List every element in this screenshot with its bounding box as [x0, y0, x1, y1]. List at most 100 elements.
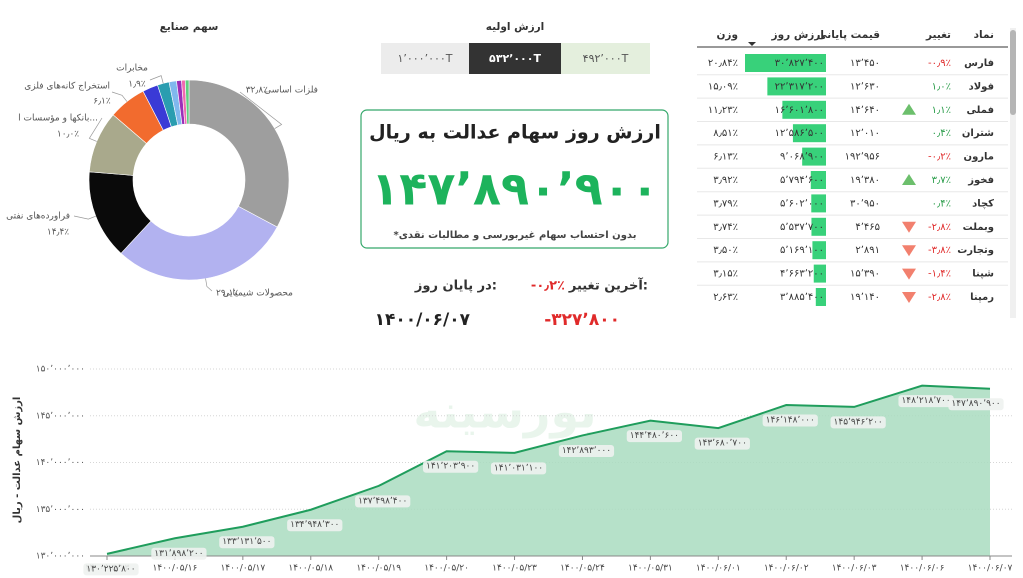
price: ۱۹۲٬۹۵۶ — [845, 152, 880, 163]
value-option[interactable] — [381, 43, 469, 74]
price: ۱۹٬۱۴۰ — [850, 292, 880, 303]
value-option[interactable] — [469, 43, 561, 74]
price: ۳۰٬۹۵۰ — [850, 198, 880, 209]
change: ۱٫۱٪ — [932, 105, 951, 116]
change: ۳٫۷٪ — [932, 175, 951, 186]
leader-line — [239, 91, 283, 129]
pie-slice — [120, 205, 278, 281]
x-tick-label: ۱۴۰۰/۰۵/۲۴ — [560, 564, 605, 574]
scrollbar-track[interactable] — [1010, 28, 1016, 318]
value-option-label[interactable]: ۱٬۰۰۰٬۰۰۰T — [397, 52, 452, 65]
down-arrow — [902, 268, 916, 280]
weight: ۳٫۵۰٪ — [713, 245, 738, 256]
data-label-bg — [694, 437, 750, 450]
data-label: ۱۴۸٬۲۱۸٬۷۰۰ — [901, 396, 950, 406]
down-arrow — [902, 292, 916, 303]
change: ۰٫۴٪ — [932, 128, 951, 139]
weight: ۳٫۱۵٪ — [713, 269, 738, 280]
x-tick-label: ۱۴۰۰/۰۵/۱۹ — [356, 564, 401, 574]
day-value: ۳۰٬۸۲۷٬۴۰۰ — [775, 58, 824, 69]
price: ۱۴٬۶۴۰ — [850, 105, 880, 116]
weight: ۲۰٫۸۴٪ — [708, 58, 738, 69]
y-tick-label: ۱۴۰٬۰۰۰٬۰۰۰ — [36, 458, 85, 468]
y-tick-label: ۱۳۵٬۰۰۰٬۰۰۰ — [36, 505, 85, 515]
data-label: ۱۳۴٬۹۴۸٬۳۰۰ — [290, 520, 339, 530]
data-label-bg — [422, 460, 479, 473]
change: ۰٫۴٪ — [932, 198, 951, 209]
weight: ۳٫۷۹٪ — [713, 198, 738, 209]
change: -۰٫۹٪ — [928, 58, 951, 69]
y-tick-label: ۱۴۵٬۰۰۰٬۰۰۰ — [36, 411, 85, 421]
value-bar — [745, 54, 826, 72]
value-bar — [813, 264, 826, 283]
y-tick-label: ۱۵۰٬۰۰۰٬۰۰۰ — [36, 365, 85, 375]
value-bar — [815, 288, 826, 306]
leader-line — [88, 117, 103, 142]
value-option-label[interactable]: ۵۳۲٬۰۰۰T — [489, 52, 541, 65]
day-value: ۴٬۶۶۳٬۲۰۰ — [780, 269, 824, 280]
pie-slice — [188, 79, 290, 228]
pie-value-label: ۱٫۹٪ — [128, 80, 146, 90]
data-label-bg — [558, 444, 615, 457]
area-fill — [107, 385, 990, 556]
weight: ۱۵٫۰۹٪ — [708, 81, 738, 92]
pie-label: مخابرات — [116, 64, 148, 74]
pie-label: محصولات شیمیایی — [223, 289, 294, 299]
day-value: ۵٬۱۶۹٬۱۰۰ — [780, 245, 824, 256]
value-option[interactable] — [561, 43, 650, 74]
weight: ۲٫۶۳٪ — [713, 292, 738, 303]
pie-label: بانکها و مؤسسات ا... — [18, 114, 98, 124]
leader-line — [73, 215, 96, 220]
x-tick-label: ۱۴۰۰/۰۵/۳۱ — [628, 564, 673, 574]
day-value: ۱۶٬۶۰۱٬۸۰۰ — [775, 105, 824, 116]
day-value: ۵٬۵۳۷٬۷۰۰ — [780, 222, 824, 233]
pie-label: فراورده‌های نفتی — [6, 212, 70, 222]
value-bar — [811, 194, 826, 213]
data-label-bg — [83, 563, 139, 576]
data-label-bg — [948, 398, 1004, 411]
change: -۲٫۸٪ — [928, 222, 951, 233]
pie-value-label: ۶٫۱٪ — [93, 97, 111, 107]
data-label: ۱۴۳٬۶۸۰٬۷۰۰ — [698, 439, 747, 449]
data-label-bg — [762, 414, 818, 427]
pie-slice — [184, 79, 190, 125]
data-label: ۱۴۶٬۱۴۸٬۰۰۰ — [766, 416, 815, 426]
weight: ۳٫۷۴٪ — [713, 222, 738, 233]
value-bar — [812, 241, 826, 260]
symbol: فخوز — [967, 175, 994, 186]
pie-value-label: ۲۹٫۱٪ — [216, 289, 238, 299]
x-tick-label: ۱۴۰۰/۰۶/۰۳ — [832, 564, 877, 574]
pie-label: استخراج کانه‌های فلزی — [24, 82, 110, 92]
change: -۲٫۸٪ — [928, 292, 951, 303]
price: ۲٬۸۹۱ — [855, 245, 880, 256]
pie-value-label: ۳۲٫۸٪ — [246, 86, 268, 96]
price: ۱۲٬۶۳۰ — [850, 81, 880, 92]
value-bar — [782, 100, 826, 119]
leader-line — [149, 75, 164, 84]
data-label: ۱۴۱٬۲۰۳٬۹۰۰ — [426, 462, 475, 472]
day-value: ۳٬۸۸۵٬۴۰۰ — [780, 292, 824, 303]
scrollbar-thumb[interactable] — [1010, 30, 1016, 115]
weight: ۸٫۵۱٪ — [713, 128, 738, 139]
symbol: مارون — [964, 152, 994, 163]
day-value: ۹٬۰۶۸٬۹۰۰ — [780, 152, 824, 163]
symbol: کچاد — [972, 198, 994, 209]
x-tick-label: ۱۴۰۰/۰۶/۰۲ — [764, 564, 809, 574]
data-label-bg — [490, 462, 547, 475]
up-arrow — [902, 174, 916, 185]
price: ۴٬۴۶۵ — [855, 222, 880, 233]
summary-note: *بدون احتساب سهام غیربورسی و مطالبات نقد… — [394, 230, 637, 241]
symbol: وتجارت — [957, 245, 994, 256]
x-tick-label: ۱۴۰۰/۰۶/۰۶ — [900, 564, 945, 574]
data-label-bg — [355, 495, 411, 508]
pie-title: سهم صنایع — [160, 21, 219, 33]
day-value: ۵٬۶۰۲٬۰۰۰ — [780, 198, 824, 209]
symbol: فارس — [964, 58, 994, 69]
table-header: تغییر — [925, 29, 951, 41]
value-option-label[interactable]: ۴۹۲٬۰۰۰T — [583, 52, 629, 65]
weight: ۱۱٫۲۳٪ — [708, 105, 738, 116]
change: -۱٫۴٪ — [928, 269, 951, 280]
down-arrow — [902, 221, 916, 233]
sort-arrow[interactable] — [748, 42, 756, 46]
value-bar — [802, 147, 826, 166]
